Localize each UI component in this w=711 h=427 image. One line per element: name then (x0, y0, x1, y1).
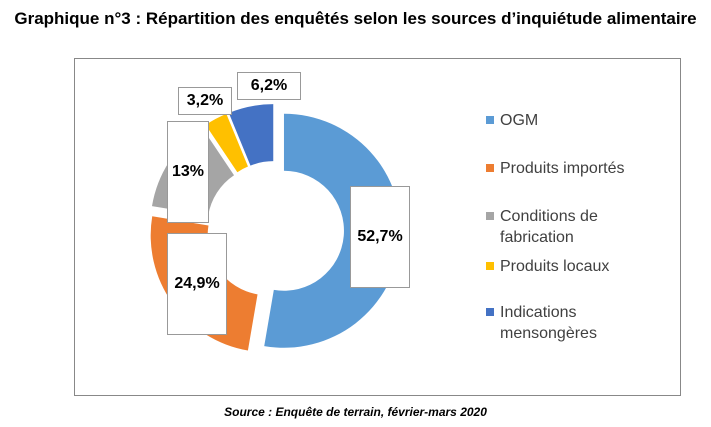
donut-slice-3 (205, 113, 248, 173)
legend-swatch (486, 164, 494, 172)
donut-slice-4 (228, 104, 274, 166)
legend-item-2: Conditions de fabrication (486, 206, 630, 248)
data-label-3: 3,2% (178, 87, 232, 115)
legend-swatch (486, 308, 494, 316)
chart-title: Graphique n°3 : Répartition des enquêtés… (14, 9, 697, 28)
chart-source: Source : Enquête de terrain, février-mar… (224, 405, 487, 419)
legend-item-3: Produits locaux (486, 256, 609, 277)
legend-swatch (486, 262, 494, 270)
legend-label: Produits locaux (500, 258, 610, 275)
data-label-2: 13% (167, 121, 209, 223)
legend-swatch (486, 116, 494, 124)
legend-label: Conditions de fabrication (500, 208, 598, 246)
legend-label: Indications mensongères (500, 304, 597, 342)
legend-label: Produits importés (500, 160, 625, 177)
donut-slice-0 (264, 113, 401, 348)
legend-item-0: OGM (486, 110, 538, 131)
data-label-4: 6,2% (237, 72, 301, 100)
legend-item-1: Produits importés (486, 158, 625, 179)
data-label-1: 24,9% (167, 233, 227, 335)
data-label-0: 52,7% (350, 186, 410, 288)
legend-item-4: Indications mensongères (486, 302, 620, 344)
legend-label: OGM (500, 112, 539, 129)
legend-swatch (486, 212, 494, 220)
